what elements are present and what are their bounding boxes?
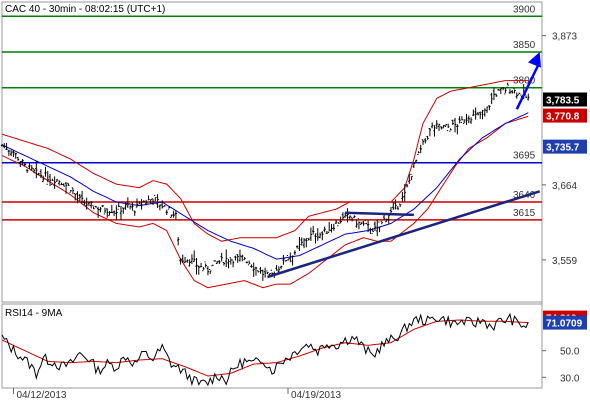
projection-arrow	[515, 52, 542, 110]
trend-line-1	[267, 190, 541, 279]
rsi-y-ticks: 50.0 30.0	[542, 347, 580, 384]
price-bars	[0, 82, 530, 281]
arrow-head	[528, 52, 542, 68]
level-label-3615: 3615	[513, 208, 536, 219]
price-tag-label: 3,783.5	[546, 96, 580, 107]
level-label-3900: 3900	[513, 4, 536, 15]
price-tag-box	[543, 139, 587, 154]
price-tags: 3,783.5 3,770.8 3,735.7	[543, 92, 587, 154]
level-label-3695: 3695	[513, 151, 536, 162]
rsi-title: RSI14 - 9MA	[5, 308, 63, 319]
rsi-tag-box	[543, 315, 587, 330]
price-tag-box	[543, 108, 587, 123]
price-tag-label: 3,770.8	[546, 112, 580, 123]
price-tick-label: 3,873	[552, 32, 577, 43]
x-axis-labels: 04/12/2013 04/19/2013	[12, 388, 342, 400]
rsi-panel-frame	[1, 303, 543, 389]
rsi-tick-label: 30.0	[560, 373, 580, 384]
level-label-3800: 3800	[513, 76, 536, 87]
upper-band-line	[1, 80, 529, 242]
rsi-line	[1, 312, 529, 387]
rsi-tag-label: 71.0709	[546, 319, 583, 330]
x-tick-label: 04/12/2013	[16, 390, 66, 400]
rsi-ma-line	[1, 319, 529, 377]
trend-line-2	[345, 211, 414, 217]
rsi-tick-label: 50.0	[560, 347, 580, 358]
price-tag-box	[543, 92, 587, 107]
bollinger-bands	[1, 80, 529, 289]
chart-title: CAC 40 - 30min - 08:02:15 (UTC+1)	[5, 4, 165, 15]
trend-lines	[267, 190, 541, 279]
level-lines: 390038503800369536403615	[2, 4, 542, 221]
arrow-shaft	[515, 61, 541, 110]
x-tick-label: 04/19/2013	[291, 390, 341, 400]
rsi-lines	[1, 312, 529, 387]
price-y-ticks: 3,873 3,664 3,559	[542, 32, 577, 267]
price-tick-label: 3,664	[552, 181, 577, 192]
lower-band-line	[1, 115, 529, 289]
price-tag-label: 3,735.7	[546, 143, 580, 154]
price-tick-label: 3,559	[552, 256, 577, 267]
moving-average	[1, 112, 529, 260]
rsi-value-tags: 74.81271.0709	[543, 310, 587, 330]
level-label-3850: 3850	[513, 40, 536, 51]
sma-line	[1, 112, 529, 260]
